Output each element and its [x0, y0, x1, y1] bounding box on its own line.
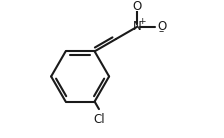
Text: Cl: Cl: [94, 113, 106, 126]
Text: O: O: [157, 20, 167, 33]
Text: O: O: [133, 0, 142, 13]
Text: N: N: [133, 20, 142, 33]
Text: +: +: [138, 17, 145, 26]
Text: –: –: [159, 26, 164, 36]
